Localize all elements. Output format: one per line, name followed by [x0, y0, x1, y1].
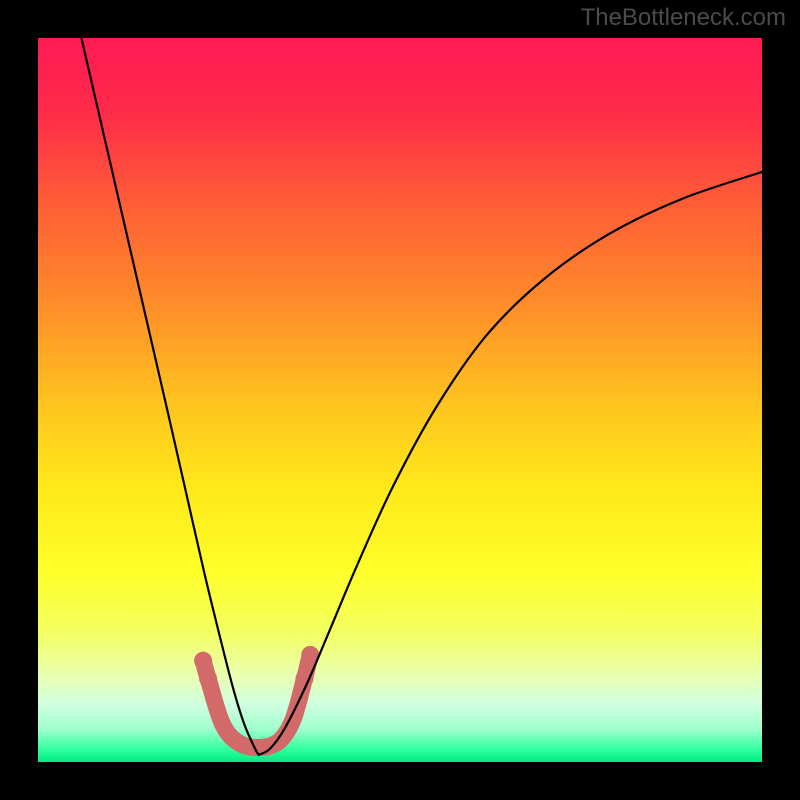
valley-marker-dot-1	[199, 670, 217, 688]
chart-gradient-background	[38, 38, 762, 762]
valley-marker-dot-0	[194, 652, 212, 670]
chart-stage: TheBottleneck.com	[0, 0, 800, 800]
bottleneck-chart	[0, 0, 800, 800]
